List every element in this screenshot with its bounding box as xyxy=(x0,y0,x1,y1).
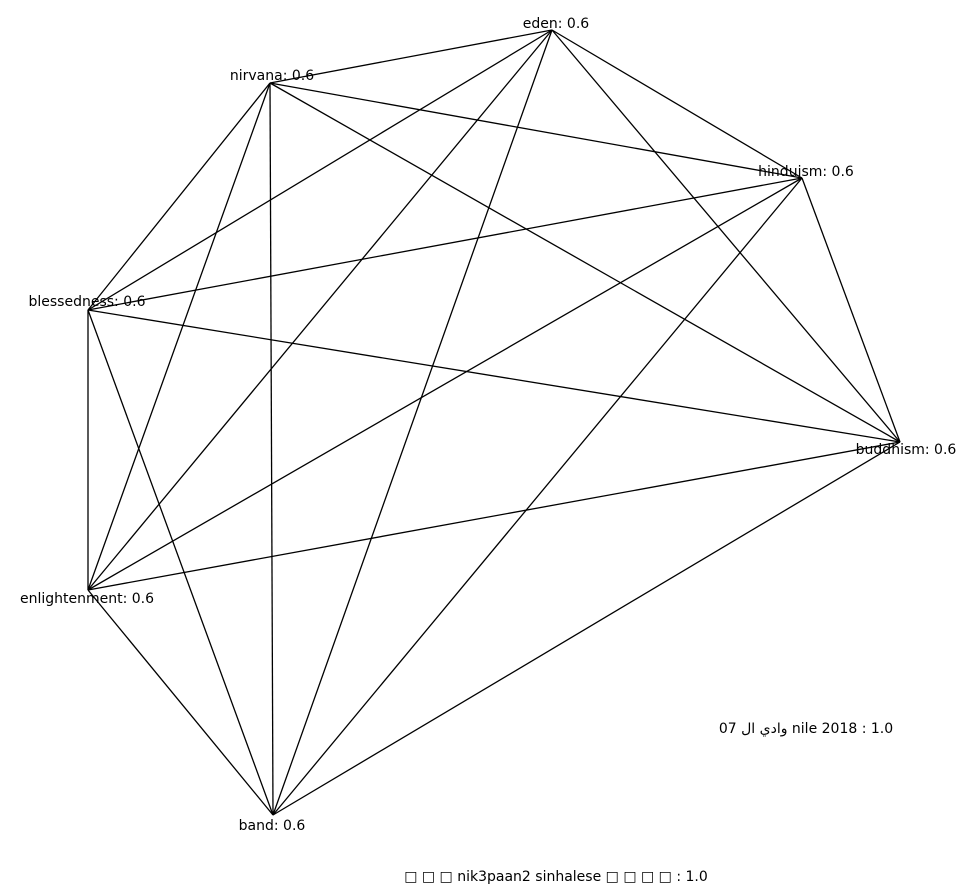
edge-eden-nirvana xyxy=(269,29,553,84)
edge-nirvana-enlightenment xyxy=(87,82,271,591)
node-label-enlightenment: enlightenment: 0.6 xyxy=(20,591,154,607)
edge-nirvana-band xyxy=(269,82,274,816)
edge-buddhism-enlightenment xyxy=(87,441,901,591)
node-labels: eden: 0.6 nirvana: 0.6 hinduism: 0.6 blesse… xyxy=(20,16,956,885)
edge-hinduism-blessedness xyxy=(87,177,803,311)
edge-blessedness-buddhism xyxy=(87,309,901,443)
node-label-eden: eden: 0.6 xyxy=(523,16,590,32)
edge-eden-buddhism xyxy=(551,29,901,443)
node-label-hinduism: hinduism: 0.6 xyxy=(758,164,854,180)
edges xyxy=(87,29,901,816)
edge-blessedness-band xyxy=(87,309,274,816)
edge-hinduism-buddhism xyxy=(801,177,901,443)
edge-nirvana-hinduism xyxy=(269,82,803,179)
edge-hinduism-band xyxy=(272,177,803,816)
edge-buddhism-band xyxy=(272,441,901,816)
edge-eden-hinduism xyxy=(551,29,803,179)
node-label-blessedness: blessedness: 0.6 xyxy=(29,294,146,310)
node-label-band: band: 0.6 xyxy=(239,818,306,834)
edge-nirvana-blessedness xyxy=(87,82,271,311)
edge-eden-enlightenment xyxy=(87,29,553,591)
edge-eden-blessedness xyxy=(87,29,553,311)
edge-nirvana-buddhism xyxy=(269,82,901,443)
node-label-nile: 07 وادي ال nile 2018 : 1.0 xyxy=(719,721,893,737)
edge-hinduism-enlightenment xyxy=(87,177,803,591)
node-label-buddhism: buddhism: 0.6 xyxy=(856,442,957,458)
node-label-nirvana: nirvana: 0.6 xyxy=(230,68,314,84)
edge-eden-band xyxy=(272,29,553,816)
edge-enlightenment-band xyxy=(87,589,274,816)
node-label-sinhalese: □ □ □ nik3paan2 sinhalese □ □ □ □ : 1.0 xyxy=(404,869,708,885)
